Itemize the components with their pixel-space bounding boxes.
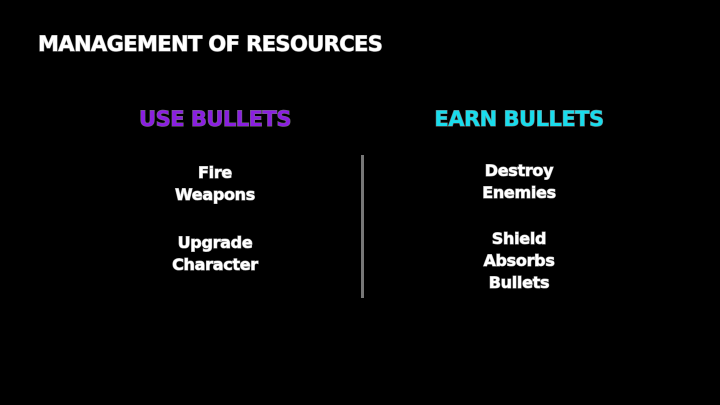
use-bullets-heading: USE BULLETS	[139, 107, 292, 132]
earn-bullets-heading: EARN BULLETS	[434, 107, 605, 132]
right-item-destroy-enemies: Destroy Enemies	[482, 161, 557, 203]
left-item-fire-weapons: Fire Weapons	[175, 163, 256, 205]
left-item-upgrade-character: Upgrade Character	[172, 233, 259, 275]
right-item-shield-absorbs-bullets: Shield Absorbs Bullets	[483, 229, 555, 293]
slide-title: MANAGEMENT OF RESOURCES	[37, 32, 383, 57]
column-divider	[361, 155, 364, 298]
